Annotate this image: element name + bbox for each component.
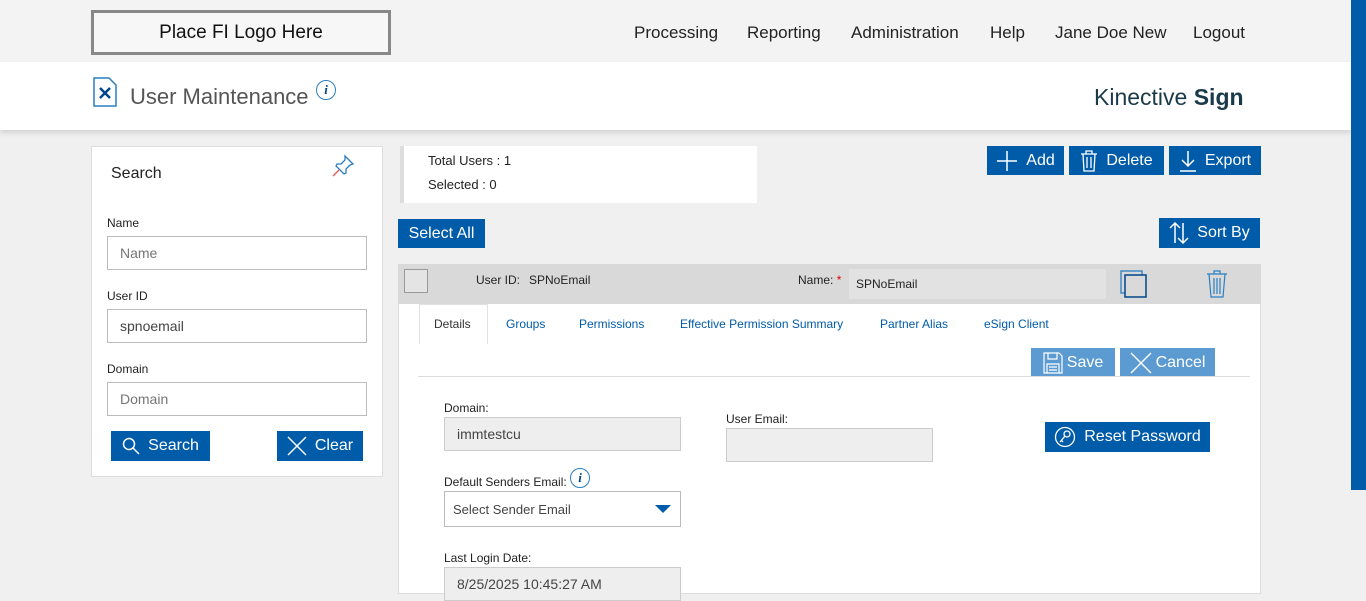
select-all-button[interactable]: Select All — [398, 219, 485, 248]
userid-input[interactable] — [107, 309, 367, 343]
fi-logo: Place FI Logo Here — [91, 10, 391, 55]
nav-administration[interactable]: Administration — [851, 23, 959, 42]
name-label: Name — [107, 216, 140, 230]
tab-details-bg — [419, 304, 488, 344]
senders-email-value: Select Sender Email — [453, 501, 571, 517]
export-button[interactable]: Export — [1169, 146, 1261, 175]
user-email-input[interactable] — [726, 428, 933, 462]
close-icon — [287, 436, 307, 456]
name-input[interactable] — [107, 236, 367, 270]
cancel-label: Cancel — [1155, 353, 1206, 371]
user-email-label: User Email: — [726, 412, 789, 426]
download-icon — [1179, 150, 1196, 172]
copy-icon[interactable] — [1120, 270, 1148, 298]
trash-icon[interactable] — [1206, 270, 1228, 298]
domain-field-value: immtestcu — [444, 417, 681, 451]
clear-button-label: Clear — [314, 437, 354, 454]
pin-icon[interactable] — [331, 154, 355, 178]
add-button[interactable]: Add — [987, 146, 1064, 175]
reset-password-label: Reset Password — [1084, 428, 1201, 445]
stats-box — [400, 146, 757, 203]
plus-icon — [997, 150, 1018, 171]
sort-by-button[interactable]: Sort By — [1159, 218, 1260, 248]
page-header — [0, 62, 1351, 130]
user-maintenance-icon — [93, 77, 117, 107]
info-icon[interactable]: i — [570, 468, 590, 488]
export-label: Export — [1204, 151, 1252, 169]
search-icon — [122, 437, 140, 455]
tab-esign-client[interactable]: eSign Client — [984, 317, 1049, 331]
total-users: Total Users : 1 — [428, 153, 512, 168]
brand-logo: Kinective Sign — [1094, 84, 1244, 110]
user-card-header — [398, 264, 1261, 304]
page-title: User Maintenance — [130, 84, 309, 109]
info-icon[interactable]: i — [316, 80, 336, 100]
nav-help[interactable]: Help — [990, 23, 1025, 42]
divider — [418, 376, 1250, 377]
tab-permissions[interactable]: Permissions — [579, 317, 645, 331]
senders-email-select[interactable]: Select Sender Email — [444, 491, 681, 527]
domain-label: Domain — [107, 362, 149, 376]
search-button[interactable]: Search — [111, 431, 210, 461]
senders-email-label: Default Senders Email: — [444, 475, 567, 489]
last-login-label: Last Login Date: — [444, 551, 532, 565]
reset-password-button[interactable]: Reset Password — [1045, 422, 1210, 452]
add-label: Add — [1026, 151, 1055, 169]
trash-icon — [1081, 149, 1098, 172]
key-icon — [1055, 426, 1076, 448]
chevron-down-icon — [655, 505, 671, 513]
search-title: Search — [111, 165, 162, 182]
save-button[interactable]: Save — [1031, 348, 1115, 377]
search-button-label: Search — [148, 437, 199, 454]
clear-button[interactable]: Clear — [277, 431, 363, 461]
nav-reporting[interactable]: Reporting — [747, 23, 821, 42]
save-label: Save — [1066, 353, 1104, 371]
close-icon — [1130, 352, 1152, 373]
selected-count: Selected : 0 — [428, 177, 497, 192]
name-field-input[interactable] — [849, 269, 1106, 299]
domain-input[interactable] — [107, 382, 367, 416]
tab-effective-permission-summary[interactable]: Effective Permission Summary — [680, 317, 844, 331]
tab-groups[interactable]: Groups — [506, 317, 546, 331]
sort-icon — [1169, 222, 1189, 244]
userid-value: SPNoEmail — [529, 273, 591, 287]
userid-label: User ID — [107, 289, 148, 303]
select-user-checkbox[interactable] — [404, 269, 428, 293]
nav-user[interactable]: Jane Doe New — [1055, 23, 1167, 42]
delete-label: Delete — [1106, 151, 1153, 169]
sort-by-label: Sort By — [1197, 224, 1250, 241]
nav-processing[interactable]: Processing — [634, 23, 719, 42]
tab-details[interactable]: Details — [434, 317, 471, 331]
cancel-button[interactable]: Cancel — [1120, 348, 1215, 377]
tab-partner-alias[interactable]: Partner Alias — [880, 317, 949, 331]
name-field-label: Name: * — [798, 273, 842, 287]
scrollbar[interactable] — [1351, 0, 1366, 490]
domain-field-label: Domain: — [444, 401, 489, 415]
userid-field-label: User ID: — [476, 273, 521, 287]
delete-button[interactable]: Delete — [1069, 146, 1164, 175]
nav-logout[interactable]: Logout — [1193, 23, 1245, 42]
last-login-value: 8/25/2025 10:45:27 AM — [444, 567, 681, 601]
save-icon — [1043, 351, 1063, 374]
